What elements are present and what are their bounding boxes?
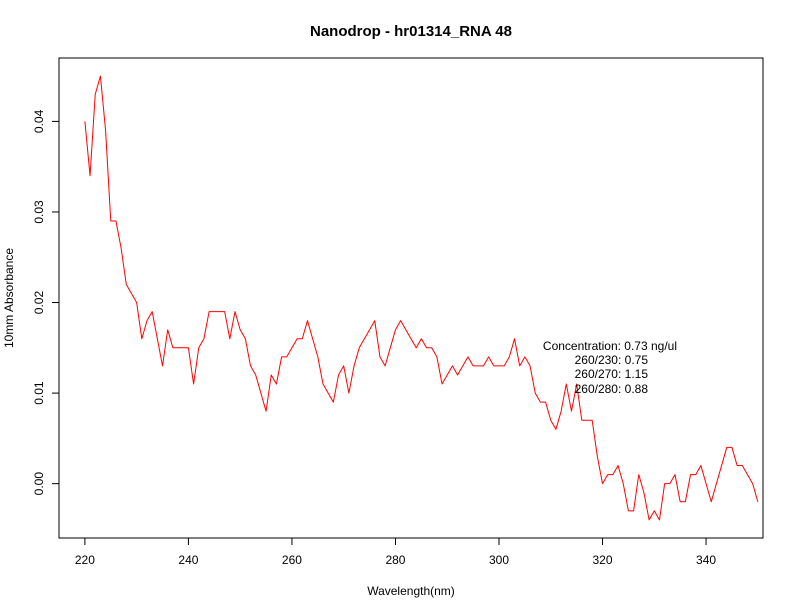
- series-layer: [84, 75, 759, 521]
- y-axis-label: 10mm Absorbance: [2, 248, 16, 348]
- y-tick-label: 0.04: [32, 109, 46, 133]
- annotation-260-230: 260/230: 0.75: [575, 353, 649, 367]
- annotation-block: Concentration: 0.73 ng/ul 260/230: 0.75 …: [543, 339, 677, 396]
- plot-frame: [58, 57, 764, 539]
- x-tick-label: 260: [282, 553, 302, 567]
- x-axis: 220 240 260 280 300 320 340: [75, 537, 716, 567]
- annotation-260-270: 260/270: 1.15: [575, 367, 649, 381]
- x-tick-label: 280: [385, 553, 405, 567]
- absorbance-series-line: [84, 75, 759, 521]
- x-tick-label: 240: [178, 553, 198, 567]
- y-axis: 0.00 0.01 0.02 0.03 0.04: [32, 109, 60, 496]
- x-axis-label: Wavelength(nm): [367, 584, 455, 598]
- x-tick-label: 320: [593, 553, 613, 567]
- x-tick-label: 300: [489, 553, 509, 567]
- y-tick-label: 0.01: [32, 381, 46, 405]
- chart-title: Nanodrop - hr01314_RNA 48: [310, 23, 512, 40]
- y-tick-label: 0.02: [32, 291, 46, 315]
- x-tick-label: 340: [696, 553, 716, 567]
- annotation-260-280: 260/280: 0.88: [575, 382, 649, 396]
- y-tick-label: 0.03: [32, 200, 46, 224]
- y-tick-label: 0.00: [32, 472, 46, 496]
- x-tick-label: 220: [75, 553, 95, 567]
- annotation-concentration: Concentration: 0.73 ng/ul: [543, 339, 677, 353]
